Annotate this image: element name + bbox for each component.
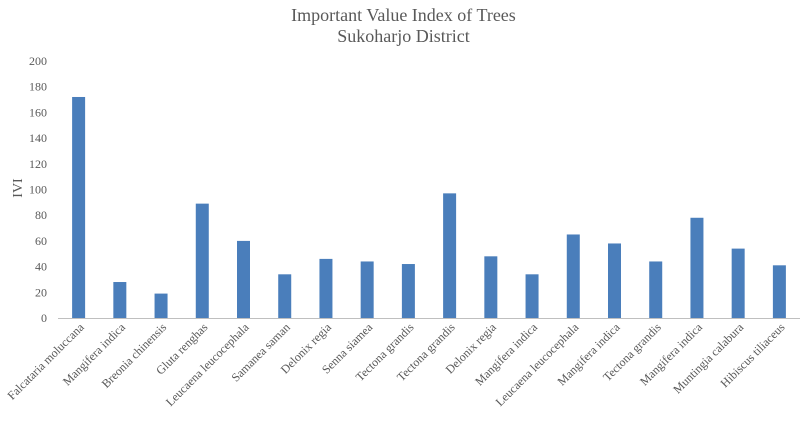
bar xyxy=(278,274,292,318)
bar xyxy=(690,217,704,318)
bar xyxy=(113,282,127,318)
bar xyxy=(237,240,250,318)
bar xyxy=(72,96,86,318)
bar xyxy=(319,258,333,318)
y-tick-label: 0 xyxy=(41,311,47,325)
y-axis-label: IVI xyxy=(11,178,26,198)
y-tick-label: 80 xyxy=(35,208,47,222)
y-tick-label: 180 xyxy=(29,80,47,94)
y-tick-label: 40 xyxy=(35,260,47,274)
bar xyxy=(195,203,209,318)
y-tick-label: 200 xyxy=(29,54,47,68)
bar xyxy=(525,274,539,318)
chart-subtitle: Sukoharjo District xyxy=(337,26,470,46)
x-tick-label: Falcataria moluccana xyxy=(5,320,88,403)
y-tick-label: 60 xyxy=(35,234,47,248)
bar xyxy=(772,265,786,318)
y-tick-label: 140 xyxy=(29,131,47,145)
bar xyxy=(154,293,168,318)
bar xyxy=(484,256,498,318)
y-tick-label: 160 xyxy=(29,105,47,119)
y-tick-label: 20 xyxy=(35,285,47,299)
bar xyxy=(566,234,580,318)
bar xyxy=(401,264,415,318)
y-tick-label: 120 xyxy=(29,157,47,171)
bar xyxy=(608,243,621,318)
chart-title: Important Value Index of Trees xyxy=(291,5,516,25)
x-tick-label: Muntingia calabura xyxy=(670,320,747,397)
bar xyxy=(731,248,745,318)
bar xyxy=(649,261,663,318)
y-tick-label: 100 xyxy=(29,183,47,197)
bar xyxy=(443,193,457,318)
bar xyxy=(360,261,374,318)
